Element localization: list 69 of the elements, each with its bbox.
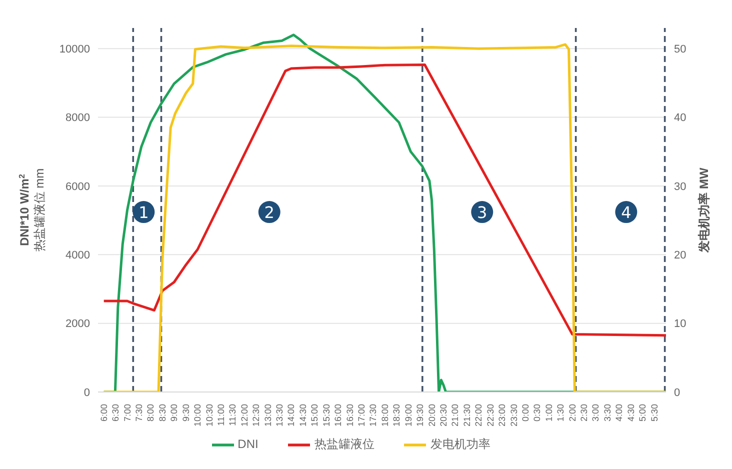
y-tick-label: 8000	[66, 112, 90, 124]
x-tick-label: 2:00	[567, 404, 578, 422]
x-tick-label: 22:00	[474, 404, 484, 427]
x-tick-label: 23:00	[497, 404, 508, 427]
annotation: 3	[477, 203, 488, 222]
x-tick-label: 6:30	[110, 404, 121, 422]
x-tick-label: 13:30	[274, 404, 285, 427]
x-tick-label: 0:30	[532, 404, 542, 422]
y-axis-title: DNI*10 W/m$^{2}$ 热盐罐液位 mm	[17, 168, 46, 252]
x-tick-label: 22:30	[485, 404, 496, 427]
x-tick-label: 8:30	[157, 404, 168, 422]
x-tick-label: 19:30	[415, 404, 426, 427]
x-tick-label: 3:30	[602, 404, 612, 422]
y-tick-label: 4000	[66, 250, 90, 262]
x-tick-label: 11:30	[228, 404, 238, 426]
x-tick-label: 1:30	[556, 404, 566, 422]
x-tick-label: 9:00	[169, 404, 180, 422]
x-tick-label: 5:00	[638, 404, 648, 422]
y-tick-label: 2000	[66, 318, 90, 330]
x-tick-label: 8:00	[146, 404, 156, 422]
x-tick-label: 11:00	[216, 404, 226, 426]
x-tick-label: 10:30	[204, 404, 214, 427]
x-tick-label: 19:00	[403, 404, 414, 427]
y-tick-label: 6000	[66, 180, 90, 193]
x-tick-label: 4:30	[626, 404, 636, 422]
x-tick-label: 18:30	[392, 404, 402, 427]
x-tick-label: 20:30	[438, 404, 448, 427]
x-tick-label: 9:30	[180, 404, 191, 422]
x-tick-label: 6:00	[98, 404, 109, 422]
x-tick-label: 4:00	[614, 404, 624, 422]
annotation: 1	[138, 203, 149, 222]
x-tick-label: 1:00	[544, 404, 554, 422]
legend-label: DNI	[238, 437, 258, 452]
x-tick-label: 15:30	[321, 404, 332, 427]
x-tick-label: 10:00	[192, 404, 203, 427]
x-tick-label: 13:00	[262, 404, 273, 427]
y2-tick-label: 10	[674, 318, 686, 330]
x-tick-label: 18:00	[380, 404, 390, 427]
x-tick-label: 20:00	[426, 404, 437, 427]
x-tick-label: 2:30	[579, 404, 590, 422]
x-tick-label: 14:00	[286, 404, 296, 427]
x-tick-label: 15:00	[310, 404, 320, 427]
x-tick-label: 7:30	[134, 404, 144, 422]
y2-tick-label: 20	[674, 250, 686, 262]
x-tick-label: 12:30	[251, 404, 262, 427]
y2-tick-label: 40	[674, 112, 686, 124]
x-tick-label: 16:30	[344, 404, 355, 427]
y-tick-label: 0	[84, 386, 90, 399]
y2-axis-title: 发电机功率 MW	[697, 167, 711, 254]
x-tick-label: 17:30	[368, 404, 378, 427]
y2-tick-label: 0	[674, 386, 680, 399]
x-tick-label: 23:30	[508, 404, 519, 427]
x-tick-label: 14:30	[298, 404, 308, 427]
x-tick-label: 21:30	[462, 404, 472, 427]
x-tick-label: 0:00	[520, 404, 530, 422]
x-tick-label: 12:00	[239, 404, 250, 427]
y2-tick-label: 30	[674, 180, 686, 193]
annotation: 2	[264, 203, 274, 222]
x-tick-label: 5:30	[649, 404, 660, 422]
x-tick-label: 7:00	[122, 404, 132, 422]
x-tick-label: 21:00	[450, 404, 460, 427]
y-tick-label: 10000	[59, 44, 90, 56]
x-tick-label: 3:00	[590, 404, 601, 422]
x-tick-label: 17:00	[356, 404, 367, 427]
legend-label: 热盐罐液位	[314, 437, 374, 452]
annotation: 4	[621, 203, 632, 222]
x-tick-label: 16:00	[333, 404, 344, 427]
y2-tick-label: 50	[674, 44, 686, 56]
legend-label: 发电机功率	[430, 437, 490, 452]
